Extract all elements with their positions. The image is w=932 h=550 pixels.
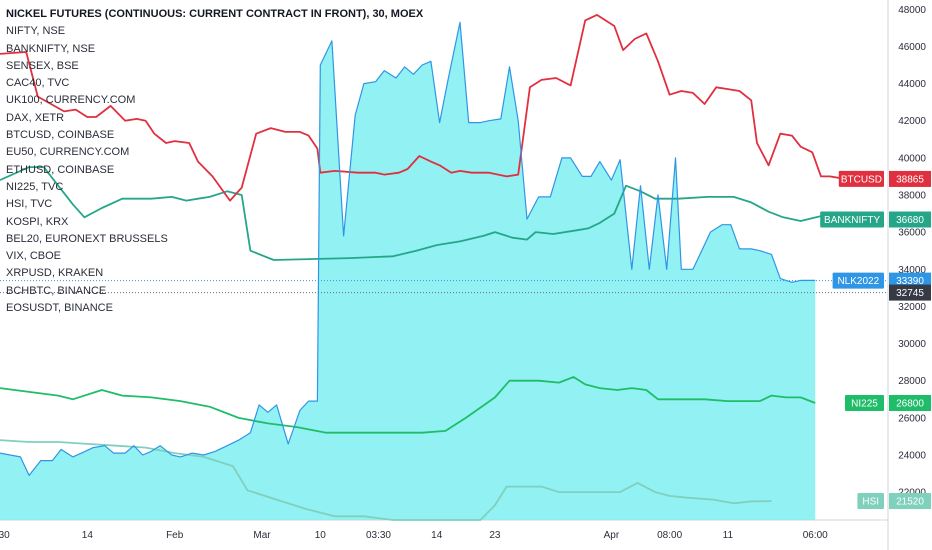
series-value-badge [889, 170, 931, 187]
price-badges: BTCUSD 38865 BANKNIFTY 36680 NLK2022 33390 NI2… [820, 170, 931, 510]
legend-item[interactable]: BEL20, EURONEXT BRUSSELS [6, 232, 168, 245]
y-tick-label: 32000 [898, 302, 926, 313]
series-name-badge [838, 170, 884, 187]
x-tick-label: Mar [253, 530, 271, 541]
series-value-badge [889, 211, 931, 228]
y-tick-label: 44000 [898, 79, 926, 90]
legend-item[interactable]: BTCUSD, COINBASE [6, 129, 115, 142]
x-tick-label: 23 [489, 530, 501, 541]
nlk2022-line [0, 21, 816, 476]
x-tick-label: 06:00 [803, 530, 828, 541]
series-value-text: 21520 [896, 497, 924, 508]
hsi-line [0, 439, 772, 521]
series-name-badge [857, 493, 884, 510]
x-tick-label: 10 [315, 530, 327, 541]
banknifty-line [0, 166, 825, 261]
y-tick-label: 48000 [898, 5, 926, 16]
series-name-badge [820, 211, 884, 228]
series-name-text: NLK2022 [837, 276, 879, 287]
y-tick-label: 40000 [898, 153, 926, 164]
series-name-badge [845, 395, 884, 411]
ni225-line [0, 376, 816, 434]
y-tick-label: 28000 [898, 376, 926, 387]
legend-item[interactable]: KOSPI, KRX [6, 215, 69, 228]
legend-item[interactable]: BCHBTC, BINANCE [6, 284, 107, 297]
legend-item[interactable]: HSI, TVC [6, 198, 53, 211]
legend: NICKEL FUTURES (CONTINUOUS: CURRENT CONT… [6, 6, 423, 317]
y-tick-label: 46000 [898, 42, 926, 53]
time-axis[interactable]: 7:30 14 Feb Mar 10 03:30 14 23 Apr 08:00 11 06:00 [0, 530, 828, 541]
y-tick-label: 36000 [898, 228, 926, 239]
y-tick-label: 38000 [898, 191, 926, 202]
x-tick-label: 03:30 [366, 530, 391, 541]
legend-item[interactable]: SENSEX, BSE [6, 59, 79, 72]
legend-item[interactable]: EU50, CURRENCY.COM [6, 146, 130, 159]
y-tick-label: 34000 [898, 265, 926, 276]
x-tick-label: 14 [431, 530, 443, 541]
series-value-text: 33390 [896, 276, 924, 287]
legend-item[interactable]: ETHUSD, COINBASE [6, 163, 115, 176]
series-value-badge [889, 395, 931, 411]
legend-item[interactable]: CAC40, TVC [6, 77, 70, 90]
legend-item[interactable]: EOSUSDT, BINANCE [6, 302, 113, 315]
legend-item[interactable]: BANKNIFTY, NSE [6, 42, 96, 55]
x-tick-label: Apr [604, 530, 620, 541]
legend-item[interactable]: DAX, XETR [6, 111, 65, 124]
legend-item[interactable]: UK100, CURRENCY.COM [6, 94, 136, 107]
x-tick-label: Feb [166, 530, 184, 541]
series-name-badge [832, 272, 884, 289]
plot-layer [0, 14, 888, 521]
y-tick-label: 42000 [898, 116, 926, 127]
x-tick-label: 11 [723, 530, 734, 541]
series-value-text: 26800 [896, 399, 924, 410]
y-tick-label: 24000 [898, 451, 926, 462]
legend-item[interactable]: NIFTY, NSE [6, 25, 66, 38]
x-tick-label: 7:30 [0, 530, 10, 541]
y-tick-label: 26000 [898, 413, 926, 424]
price-axis[interactable]: 2200024000260002800030000320003400036000… [898, 5, 926, 499]
series-name-text: BANKNIFTY [824, 215, 880, 226]
x-tick-label: 08:00 [657, 530, 682, 541]
series-value-text: 38865 [896, 174, 924, 185]
cursor-value-badge [889, 284, 931, 301]
series-value-badge [889, 493, 931, 510]
x-tick-label: 14 [82, 530, 94, 541]
legend-title: NICKEL FUTURES (CONTINUOUS: CURRENT CONT… [6, 8, 424, 20]
series-value-text: 36680 [896, 215, 924, 226]
legend-item[interactable]: XRPUSD, KRAKEN [6, 267, 104, 280]
series-name-text: HSI [862, 497, 879, 508]
legend-item[interactable]: NI225, TVC [6, 180, 64, 193]
legend-item[interactable]: VIX, CBOE [6, 250, 62, 263]
series-name-text: BTCUSD [841, 174, 882, 185]
btcusd-line [0, 14, 842, 202]
nlk2022-area [0, 22, 816, 521]
series-name-text: NI225 [851, 399, 878, 410]
cursor-value-text: 32745 [896, 288, 924, 299]
y-tick-label: 30000 [898, 339, 926, 350]
